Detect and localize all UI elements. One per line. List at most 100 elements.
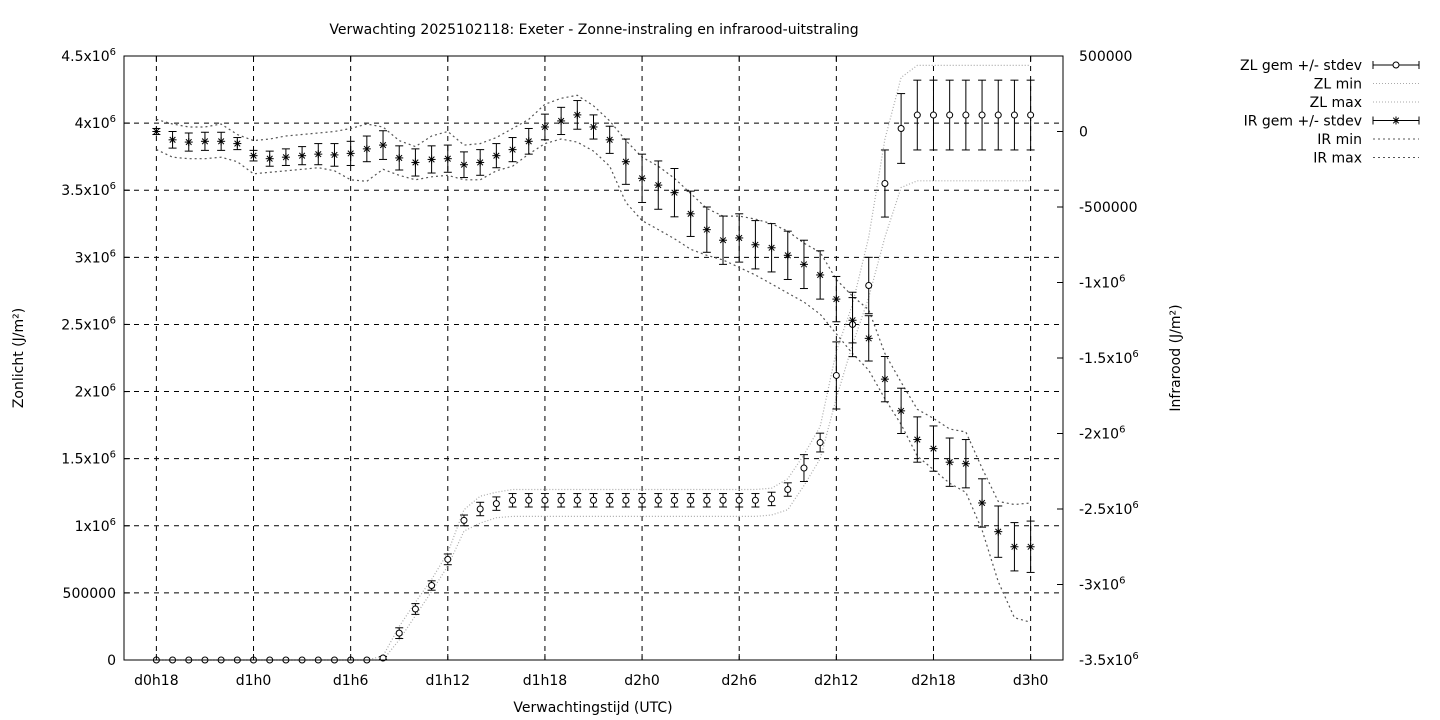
circle-marker (703, 496, 711, 504)
data-point (589, 493, 598, 508)
star-marker (897, 406, 906, 415)
star-marker (735, 233, 744, 242)
legend-entry: IR min (1317, 132, 1419, 148)
data-point (929, 79, 938, 151)
circle-marker (525, 496, 533, 504)
star-marker (783, 251, 792, 260)
circle-marker (460, 516, 468, 524)
circle-marker (1010, 111, 1018, 119)
circle-marker (379, 654, 387, 662)
data-point (573, 100, 582, 130)
circle-marker (751, 496, 759, 504)
star-marker (945, 458, 954, 467)
data-point (411, 148, 420, 177)
star-marker (573, 110, 582, 119)
legend-label: IR gem +/- stdev (1244, 114, 1362, 130)
circle-marker (687, 496, 695, 504)
circle-marker (395, 629, 403, 637)
star-marker (767, 243, 776, 252)
circle-marker (719, 496, 727, 504)
x-tick-label: d2h6 (721, 673, 757, 689)
data-point (411, 603, 420, 615)
circle-marker (832, 371, 840, 379)
data-point (686, 190, 695, 237)
data-point (735, 213, 744, 263)
data-point (864, 256, 873, 315)
circle-marker (509, 496, 517, 504)
data-point (1010, 79, 1019, 151)
data-point (459, 514, 468, 527)
x-axis-ticks: d0h18 d1h0 d1h6 d1h12 d1h18 d2h0 d2h6 d2h12 d2h1… (134, 56, 1048, 689)
star-marker (816, 270, 825, 279)
data-point (557, 493, 566, 508)
data-point (929, 425, 938, 472)
data-point (832, 275, 841, 323)
data-point (395, 145, 404, 171)
data-point (184, 132, 193, 152)
circle-marker (946, 111, 954, 119)
data-point (476, 501, 485, 517)
circle-marker (606, 496, 614, 504)
y-axis-ticks: 0 500000 1x106 1.5x106 2x106 2.5x106 3x106 3.5x… (61, 47, 130, 669)
data-point (395, 627, 404, 640)
star-marker (152, 127, 161, 136)
data-point (427, 145, 436, 174)
data-point (638, 153, 647, 203)
data-point (540, 493, 549, 508)
data-point (654, 493, 663, 508)
data-point (379, 654, 388, 662)
data-point (735, 493, 744, 508)
data-point (702, 493, 711, 508)
data-point (848, 297, 857, 344)
star-marker (961, 459, 970, 468)
star-marker (589, 122, 598, 131)
y2-tick-label: -2x106 (1079, 425, 1125, 443)
data-point (557, 106, 566, 136)
data-point (864, 315, 873, 362)
plot-frame (123, 55, 1064, 661)
data-point (767, 491, 776, 507)
star-marker (799, 260, 808, 269)
star-marker (1010, 542, 1019, 551)
star-marker (200, 137, 209, 146)
star-marker (281, 153, 290, 162)
data-point (379, 130, 388, 160)
data-point (476, 149, 485, 176)
data-point (654, 160, 663, 210)
legend-entry: IR gem +/- stdev (1244, 114, 1420, 130)
star-marker (492, 151, 501, 160)
x-tick-label: d1h6 (333, 673, 369, 689)
star-marker (638, 174, 647, 183)
y2-tick-label: -1.5x106 (1079, 349, 1139, 367)
data-point (799, 239, 808, 290)
star-marker (913, 435, 922, 444)
x-tick-label: d2h12 (814, 673, 858, 689)
data-point (524, 127, 533, 155)
star-marker (217, 137, 226, 146)
star-marker (751, 240, 760, 249)
series-line (156, 64, 1031, 661)
circle-marker (492, 500, 500, 508)
data-point (1026, 79, 1035, 151)
data-point (880, 149, 889, 218)
circle-marker (962, 111, 970, 119)
star-marker (346, 149, 355, 158)
data-point (362, 135, 371, 163)
star-marker (395, 153, 404, 162)
star-marker (233, 139, 242, 148)
data-point (573, 493, 582, 508)
x-tick-label: d2h0 (624, 673, 660, 689)
series-line (156, 138, 1031, 623)
star-marker (411, 158, 420, 167)
circle-marker (622, 496, 630, 504)
star-marker (508, 145, 517, 154)
star-marker (832, 295, 841, 304)
legend-label: ZL gem +/- stdev (1240, 58, 1362, 74)
data-point (427, 580, 436, 591)
data-point (330, 143, 339, 167)
data-point (799, 454, 808, 482)
circle-marker (768, 495, 776, 503)
circle-marker (978, 111, 986, 119)
data-point (913, 79, 922, 151)
